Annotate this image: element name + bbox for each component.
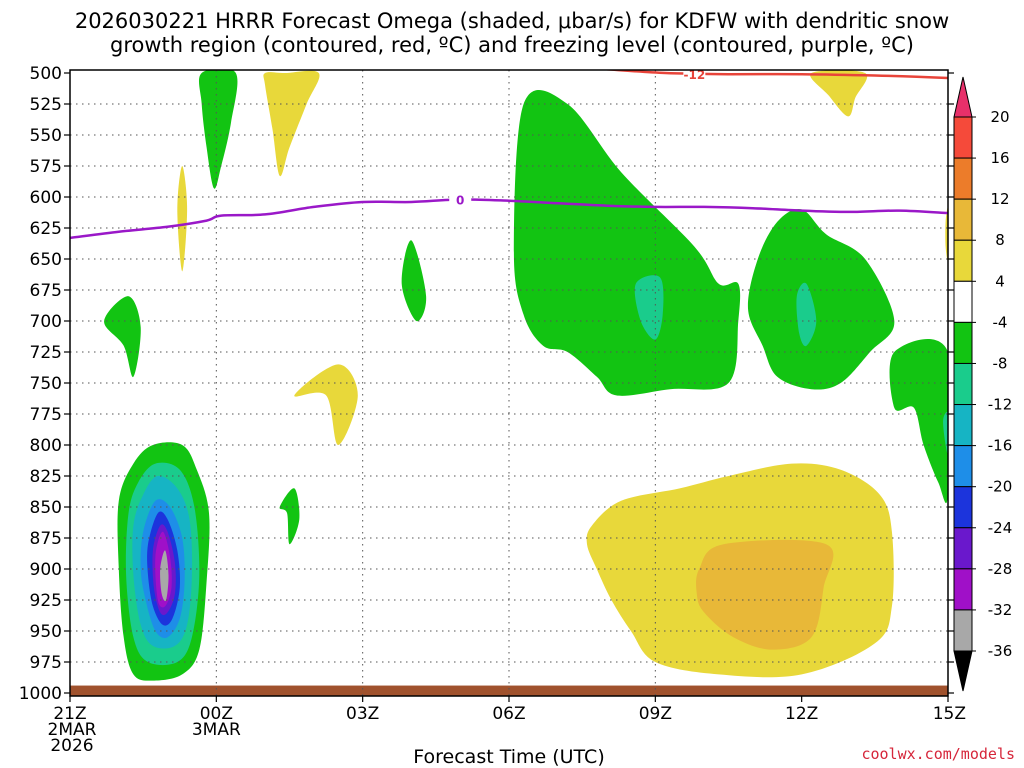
contour-lines: -12 0 — [70, 68, 948, 240]
x-tick-label-0-2: 2026 — [50, 736, 93, 756]
y-tick-label-575: 575 — [30, 157, 62, 177]
y-tick-label-600: 600 — [30, 188, 62, 208]
omega-region-10 — [634, 275, 664, 340]
colorbar-tick-label-8: -16 — [988, 437, 1013, 455]
colorbar-tick-label-0: 20 — [990, 108, 1009, 126]
colorbar-tick-label-4: 4 — [995, 272, 1005, 290]
colorbar-swatch-8 — [953, 404, 973, 447]
y-tick-label-975: 975 — [30, 653, 62, 673]
colorbar-tick-label-10: -24 — [988, 519, 1013, 537]
y-tick-label-825: 825 — [30, 467, 62, 487]
colorbar-tick-label-5: -4 — [993, 313, 1008, 331]
x-tick-label-18-0: 15Z — [933, 704, 966, 724]
y-tick-label-500: 500 — [30, 64, 62, 84]
surface-band — [70, 685, 948, 696]
colorbar-swatch-4 — [953, 239, 973, 282]
colorbar-swatch-2 — [953, 157, 973, 200]
y-tick-label-650: 650 — [30, 250, 62, 270]
y-tick-label-675: 675 — [30, 281, 62, 301]
colorbar-tick-label-9: -20 — [988, 478, 1013, 496]
y-tick-label-775: 775 — [30, 405, 62, 425]
colorbar-swatch-7 — [953, 362, 973, 406]
credit-text: coolwx.com/models — [861, 745, 1015, 763]
colorbar-swatch-5 — [953, 280, 973, 323]
omega-region-8 — [279, 488, 300, 545]
omega-region-7 — [294, 364, 358, 445]
freezing-level-line — [70, 198, 948, 240]
y-tick-label-900: 900 — [30, 560, 62, 580]
x-axis-title: Forecast Time (UTC) — [413, 746, 604, 768]
colorbar-tick-label-1: 16 — [990, 149, 1009, 167]
pressure-axis: 500 525 550 575 600 625 650 675 700 725 750 775 800 8… — [19, 64, 954, 704]
colorbar-swatch-9 — [953, 445, 973, 488]
chart-gridlines — [70, 70, 948, 696]
y-tick-label-725: 725 — [30, 343, 62, 363]
omega-region-12 — [796, 282, 817, 347]
y-tick-label-525: 525 — [30, 95, 62, 115]
y-tick-label-925: 925 — [30, 591, 62, 611]
y-tick-label-625: 625 — [30, 219, 62, 239]
colorbar-swatch-13 — [953, 609, 973, 652]
omega-region-2 — [177, 166, 188, 272]
y-tick-label-550: 550 — [30, 126, 62, 146]
dgz-contour-line-label-bg — [683, 70, 706, 82]
colorbar-swatch-0 — [953, 76, 973, 118]
colorbar-swatch-12 — [953, 568, 973, 611]
colorbar-swatch-11 — [953, 527, 973, 570]
freezing-level-line-label: 0 — [456, 193, 464, 207]
y-tick-label-800: 800 — [30, 436, 62, 456]
x-tick-label-0-1: 2MAR — [48, 720, 97, 740]
colorbar-tick-label-11: -28 — [988, 560, 1013, 578]
y-tick-label-1000: 1000 — [19, 684, 62, 704]
omega-region-0 — [263, 70, 320, 177]
colorbar-tick-label-13: -36 — [988, 642, 1013, 660]
omega-region-16 — [696, 539, 834, 650]
y-tick-label-750: 750 — [30, 374, 62, 394]
colorbar-swatch-3 — [953, 198, 973, 241]
x-tick-label-3-1: 3MAR — [192, 720, 241, 740]
x-tick-label-12-0: 09Z — [639, 704, 672, 724]
colorbar-swatch-14 — [953, 650, 973, 692]
omega-region-6 — [104, 296, 141, 378]
omega-region-13 — [889, 339, 948, 503]
chart-title-line-2: growth region (contoured, red, ºC) and f… — [110, 33, 914, 57]
x-tick-label-9-0: 06Z — [492, 704, 525, 724]
y-tick-label-700: 700 — [30, 312, 62, 332]
colorbar-tick-label-2: 12 — [990, 190, 1009, 208]
omega-shading — [70, 70, 948, 696]
omega-region-11 — [747, 208, 895, 390]
colorbar-tick-label-12: -32 — [988, 601, 1013, 619]
colorbar-tick-label-6: -8 — [993, 354, 1008, 372]
colorbar-swatch-10 — [953, 486, 973, 529]
freezing-level-line-label-bg — [449, 192, 472, 207]
x-tick-label-3-0: 00Z — [200, 704, 233, 724]
x-tick-label-6-0: 03Z — [346, 704, 379, 724]
colorbar-tick-label-3: 8 — [995, 231, 1005, 249]
x-tick-label-15-0: 12Z — [785, 704, 818, 724]
dgz-contour-line — [606, 70, 948, 80]
omega-region-3 — [810, 70, 868, 117]
omega-region-9 — [513, 89, 741, 396]
omega-region-1 — [198, 70, 238, 189]
colorbar-swatch-6 — [953, 321, 973, 364]
chart-title-line-1: 2026030221 HRRR Forecast Omega (shaded, … — [75, 9, 949, 33]
y-tick-label-875: 875 — [30, 529, 62, 549]
omega-region-5 — [401, 240, 427, 322]
omega-region-24 — [160, 550, 169, 602]
colorbar-tick-label-7: -12 — [988, 396, 1013, 414]
dgz-contour-line-label: -12 — [684, 68, 706, 82]
y-tick-label-950: 950 — [30, 622, 62, 642]
omega-region-14 — [943, 412, 948, 454]
colorbar: 20 16 12 8 4 -4 -8 -12 -16 -20 -24 -28 -32 -36 — [953, 76, 1013, 692]
y-tick-label-850: 850 — [30, 498, 62, 518]
x-tick-label-0-0: 21Z — [53, 704, 86, 724]
colorbar-swatch-1 — [953, 116, 973, 159]
